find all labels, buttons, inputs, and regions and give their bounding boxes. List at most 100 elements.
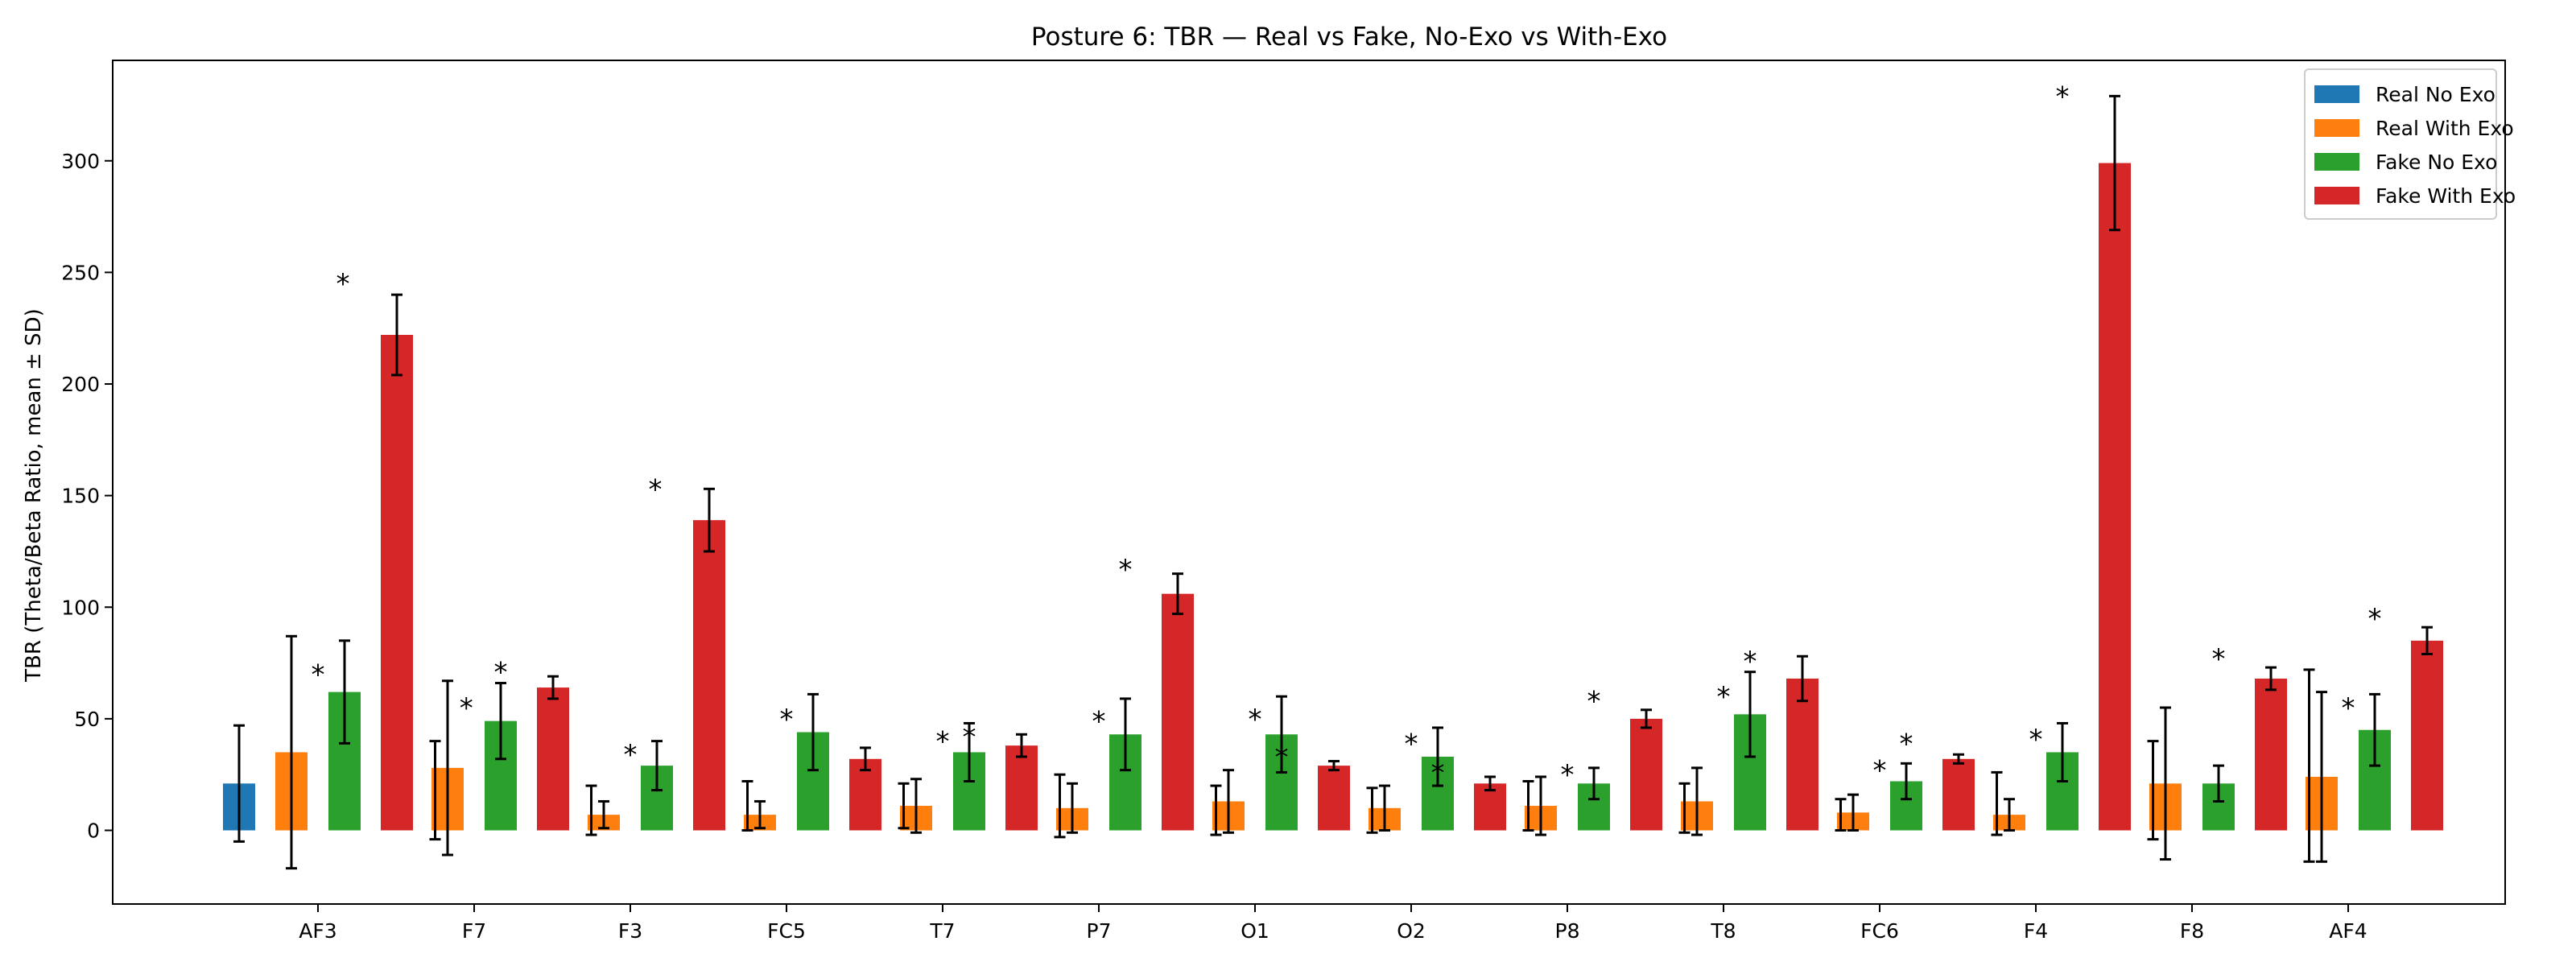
bar: [2099, 163, 2131, 831]
significance-mark: *: [2211, 643, 2225, 675]
bar: [2255, 678, 2287, 831]
bar: [1630, 718, 1662, 831]
x-tick-label: AF3: [299, 919, 336, 943]
y-tick-label: 100: [61, 596, 100, 619]
bar: [1005, 745, 1038, 831]
error-bar: [1366, 786, 1378, 834]
x-tick-label: T7: [929, 919, 955, 943]
legend-label: Real With Exo: [2376, 117, 2514, 140]
error-bar: [1067, 782, 1078, 834]
significance-mark: *: [1405, 728, 1418, 760]
y-tick-label: 150: [61, 485, 100, 508]
error-bar: [1210, 784, 1222, 836]
x-tick-label: F8: [2180, 919, 2204, 943]
significance-mark: *: [624, 739, 638, 771]
error-bar: [547, 675, 559, 700]
error-bar: [1379, 784, 1390, 832]
bar: [1318, 766, 1350, 831]
significance-mark: *: [493, 657, 507, 689]
error-bar: [1901, 762, 1912, 801]
significance-mark: *: [2055, 80, 2069, 113]
x-tick-label: P7: [1087, 919, 1112, 943]
significance-mark: *: [1118, 554, 1132, 586]
bar: [1162, 593, 1194, 831]
error-bar: [1276, 695, 1287, 774]
error-bar: [1641, 708, 1652, 729]
legend-swatch: [2314, 119, 2359, 137]
plot-area: * * * * * * * * * * * * * * * * * * * * * * * * * *: [223, 80, 2443, 870]
error-bar: [1835, 798, 1847, 832]
significance-mark: *: [1561, 759, 1575, 791]
error-bar: [1535, 775, 1546, 836]
x-tick-label: P8: [1555, 919, 1580, 943]
significance-mark: *: [1873, 755, 1887, 787]
error-bar: [964, 721, 975, 783]
error-bar: [754, 799, 766, 830]
error-bar: [286, 634, 297, 870]
significance-mark: *: [312, 658, 325, 691]
legend-label: Fake No Exo: [2376, 151, 2497, 174]
legend-label: Real No Exo: [2376, 83, 2496, 106]
error-bar: [2369, 692, 2380, 767]
error-bar: [1678, 782, 1690, 834]
y-tick-label: 250: [61, 261, 100, 284]
error-bar: [391, 293, 402, 377]
bar: [381, 335, 413, 831]
significance-mark: *: [2368, 603, 2381, 635]
error-bar: [2421, 625, 2433, 655]
error-bar: [2316, 691, 2327, 863]
legend-swatch: [2314, 187, 2359, 204]
x-tick-label: F7: [462, 919, 486, 943]
y-tick-label: 0: [87, 819, 100, 843]
x-tick-label: O2: [1397, 919, 1426, 943]
significance-mark: *: [1743, 646, 1757, 678]
significance-mark: *: [1430, 757, 1444, 789]
error-bar: [807, 692, 819, 772]
error-bar: [495, 682, 506, 761]
error-bar: [2057, 721, 2068, 783]
error-bar: [339, 639, 350, 745]
error-bar: [1484, 775, 1496, 792]
significance-mark: *: [936, 726, 950, 758]
x-tick-label: AF4: [2329, 919, 2367, 943]
error-bar: [2213, 764, 2224, 803]
error-bar: [741, 780, 753, 832]
error-bar: [2303, 668, 2315, 863]
bar: [537, 687, 569, 831]
error-bar: [1744, 671, 1756, 758]
x-tick-label: T8: [1710, 919, 1736, 943]
plot-frame: [112, 60, 2506, 905]
y-tick-label: 300: [61, 150, 100, 173]
error-bar: [1120, 697, 1131, 772]
error-bar: [651, 740, 663, 792]
significance-mark: *: [1587, 686, 1600, 718]
error-bar: [1223, 769, 1234, 834]
error-bar: [2109, 94, 2120, 232]
significance-mark: *: [1249, 704, 1262, 736]
error-bar: [1691, 766, 1703, 836]
error-bar: [1847, 793, 1859, 832]
error-bar: [585, 784, 597, 836]
legend: Real No Exo Real With Exo Fake No Exo Fake …: [2304, 68, 2516, 220]
error-bar: [898, 782, 910, 830]
significance-mark: *: [336, 268, 350, 300]
error-bar: [910, 778, 922, 834]
x-tick-label: FC5: [767, 919, 806, 943]
error-bar: [2160, 706, 2171, 861]
error-bar: [2147, 740, 2159, 841]
axes: 0 50 100 150 200 250 300 AF3 F7 F3 FC5 T7 P7 O1 O2 P8 T8…: [61, 150, 2367, 943]
y-axis-label: TBR (Theta/Beta Ratio, mean ± SD): [22, 308, 46, 683]
error-bar: [1016, 733, 1027, 758]
error-bar: [442, 679, 453, 857]
error-bar: [2004, 798, 2015, 832]
error-bar: [598, 799, 609, 830]
error-bar: [1328, 760, 1340, 772]
bar: [2411, 640, 2443, 831]
x-tick-label: FC6: [1860, 919, 1899, 943]
legend-swatch: [2314, 153, 2359, 171]
significance-mark: *: [1717, 681, 1731, 713]
legend-label: Fake With Exo: [2376, 184, 2516, 208]
error-bar: [1588, 766, 1600, 801]
error-bar: [1054, 773, 1066, 839]
